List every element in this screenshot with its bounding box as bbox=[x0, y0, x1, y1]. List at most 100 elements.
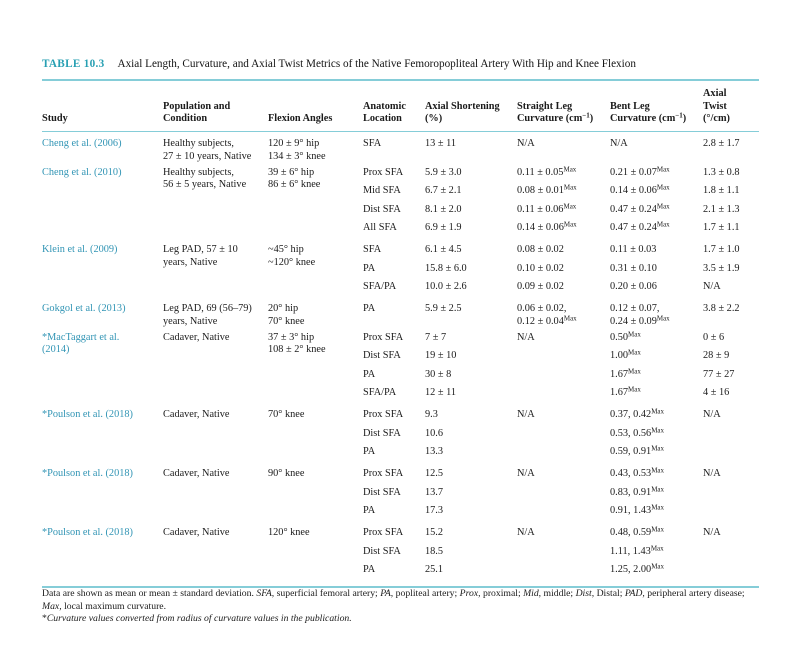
study-group: *Poulson et al. (2018) Cadaver, Native 70°… bbox=[42, 408, 760, 465]
twist-cell bbox=[703, 428, 760, 447]
flexion-cell: ~45° hip ~120° knee bbox=[268, 244, 363, 300]
text-line: Curvature (cm−1) bbox=[517, 111, 594, 124]
shortening-cell: 6.9 ± 1.9 bbox=[425, 222, 517, 241]
text-line: All SFA bbox=[363, 222, 397, 233]
shortening-cell: 15.8 ± 6.0 bbox=[425, 263, 517, 282]
bent-cell: 1.67Max bbox=[610, 368, 703, 388]
text-line: PA bbox=[363, 564, 376, 575]
twist-cell: 1.8 ± 1.1 bbox=[703, 185, 760, 204]
bent-cell: 0.50Max bbox=[610, 331, 703, 351]
bent-cell: 0.47 ± 0.24Max bbox=[610, 203, 703, 223]
bent-cell: 0.20 ± 0.06 bbox=[610, 281, 703, 300]
text-line: 12.5 bbox=[425, 468, 444, 479]
straight-cell: N/A bbox=[517, 138, 610, 163]
text-line: *MacTaggart et al. bbox=[42, 331, 120, 343]
header-rule bbox=[42, 130, 759, 132]
population-cell: Cadaver, Native bbox=[163, 468, 268, 524]
shortening-cell: 12 ± 11 bbox=[425, 387, 517, 406]
col-header-flexion: Flexion Angles bbox=[268, 113, 363, 126]
text-line: Prox SFA bbox=[363, 527, 404, 538]
text-line: 25.1 bbox=[425, 564, 444, 575]
shortening-cell: 17.3 bbox=[425, 505, 517, 524]
study-link[interactable]: Cheng et al. (2010) bbox=[42, 167, 163, 241]
flexion-cell: 120 ± 9° hip 134 ± 3° knee bbox=[268, 138, 363, 163]
shortening-cell: 13.3 bbox=[425, 446, 517, 465]
text-line: 0.20 ± 0.06 bbox=[610, 281, 657, 292]
shortening-cell: 5.9 ± 3.0 bbox=[425, 167, 517, 186]
text-line: Location bbox=[363, 113, 402, 124]
study-link[interactable]: *MacTaggart et al. (2014) bbox=[42, 332, 163, 406]
text-line: 1.7 ± 1.1 bbox=[703, 222, 740, 233]
bent-cell: 0.59, 0.91Max bbox=[610, 445, 703, 465]
twist-cell: 1.7 ± 1.1 bbox=[703, 222, 760, 241]
col-header-population: Population and Condition bbox=[163, 101, 268, 126]
text-line: N/A bbox=[703, 468, 721, 479]
text-line: SFA bbox=[363, 244, 382, 255]
shortening-cell: 13 ± 11 bbox=[425, 138, 517, 163]
bent-cell: 0.47 ± 0.24Max bbox=[610, 221, 703, 241]
text-line: 77 ± 27 bbox=[703, 368, 735, 380]
text-line: Prox SFA bbox=[363, 166, 404, 178]
location-cell: Prox SFA bbox=[363, 332, 425, 351]
text-line: 30 ± 8 bbox=[425, 368, 452, 380]
text-line: *Poulson et al. (2018) bbox=[42, 527, 133, 538]
text-line: Prox SFA bbox=[363, 468, 404, 479]
text-line: N/A bbox=[517, 527, 535, 538]
table-note: Data are shown as mean or mean ± standar… bbox=[42, 588, 759, 613]
note-segment: SFA, bbox=[256, 588, 275, 599]
text-line: 3.8 ± 2.2 bbox=[703, 303, 740, 314]
straight-cell bbox=[517, 487, 610, 506]
text-line: N/A bbox=[517, 138, 535, 149]
note-segment: Dist, bbox=[575, 588, 595, 599]
study-link[interactable]: Cheng et al. (2006) bbox=[42, 138, 163, 163]
text-line: 7 ± 7 bbox=[425, 331, 447, 343]
text-line: 0.14 ± 0.06Max bbox=[517, 220, 577, 233]
shortening-cell: 15.2 bbox=[425, 527, 517, 546]
bent-cell: 1.00Max bbox=[610, 349, 703, 369]
shortening-cell: 25.1 bbox=[425, 564, 517, 583]
study-link[interactable]: *Poulson et al. (2018) bbox=[42, 468, 163, 524]
note-segment: Mid, bbox=[523, 588, 542, 599]
population-cell: Leg PAD, 69 (56–79) years, Native bbox=[163, 303, 268, 328]
study-link[interactable]: Klein et al. (2009) bbox=[42, 244, 163, 300]
text-line: Dist SFA bbox=[363, 350, 401, 361]
straight-cell: N/A bbox=[517, 332, 610, 351]
text-line: 13.7 bbox=[425, 486, 444, 498]
study-group: *Poulson et al. (2018) Cadaver, Native 120… bbox=[42, 526, 759, 583]
location-cell: Mid SFA bbox=[363, 185, 425, 204]
location-cell: Dist SFA bbox=[363, 204, 425, 223]
bent-cell: 0.14 ± 0.06Max bbox=[610, 184, 703, 204]
straight-cell: 0.06 ± 0.02, 0.12 ± 0.04Max bbox=[517, 303, 610, 328]
bent-cell: 0.48, 0.59Max bbox=[610, 526, 703, 546]
shortening-cell: 10.6 bbox=[425, 428, 517, 447]
text-line: 1.67Max bbox=[610, 385, 641, 398]
location-cell: PA bbox=[363, 263, 425, 282]
text-line: 1.7 ± 1.0 bbox=[703, 244, 740, 255]
straight-cell: 0.10 ± 0.02 bbox=[517, 263, 610, 282]
text-line: 17.3 bbox=[425, 505, 444, 516]
location-cell: PA bbox=[363, 446, 425, 465]
twist-cell: 2.1 ± 1.3 bbox=[703, 204, 760, 223]
text-line: 56 ± 5 years, Native bbox=[163, 179, 247, 190]
text-line: 2.8 ± 1.7 bbox=[703, 138, 740, 149]
text-line: Study bbox=[42, 113, 68, 124]
note-segment: Data are shown as mean or mean ± standar… bbox=[42, 588, 257, 599]
text-line: Prox SFA bbox=[363, 331, 404, 343]
text-line: 0.12 ± 0.04Max bbox=[517, 314, 577, 327]
location-cell: Dist SFA bbox=[363, 428, 425, 447]
study-link[interactable]: *Poulson et al. (2018) bbox=[42, 527, 163, 583]
text-line: 120 ± 9° hip bbox=[268, 138, 320, 149]
straight-cell: 0.11 ± 0.06Max bbox=[517, 202, 610, 223]
text-line: 0.43, 0.53Max bbox=[610, 466, 665, 479]
col-header-straight: Straight Leg Curvature (cm−1) bbox=[517, 101, 610, 126]
study-link[interactable]: *Poulson et al. (2018) bbox=[42, 409, 163, 465]
study-link[interactable]: Gokgol et al. (2013) bbox=[42, 303, 163, 328]
location-cell: All SFA bbox=[363, 222, 425, 241]
shortening-cell: 6.1 ± 4.5 bbox=[425, 244, 517, 263]
text-line: PA bbox=[363, 505, 376, 516]
text-line: 0.83, 0.91Max bbox=[610, 485, 665, 498]
bent-cell: 0.91, 1.43Max bbox=[610, 504, 703, 524]
text-line: 0.11 ± 0.06Max bbox=[517, 202, 577, 215]
text-line: 39 ± 6° hip bbox=[268, 166, 315, 178]
population-cell: Cadaver, Native bbox=[163, 527, 268, 583]
